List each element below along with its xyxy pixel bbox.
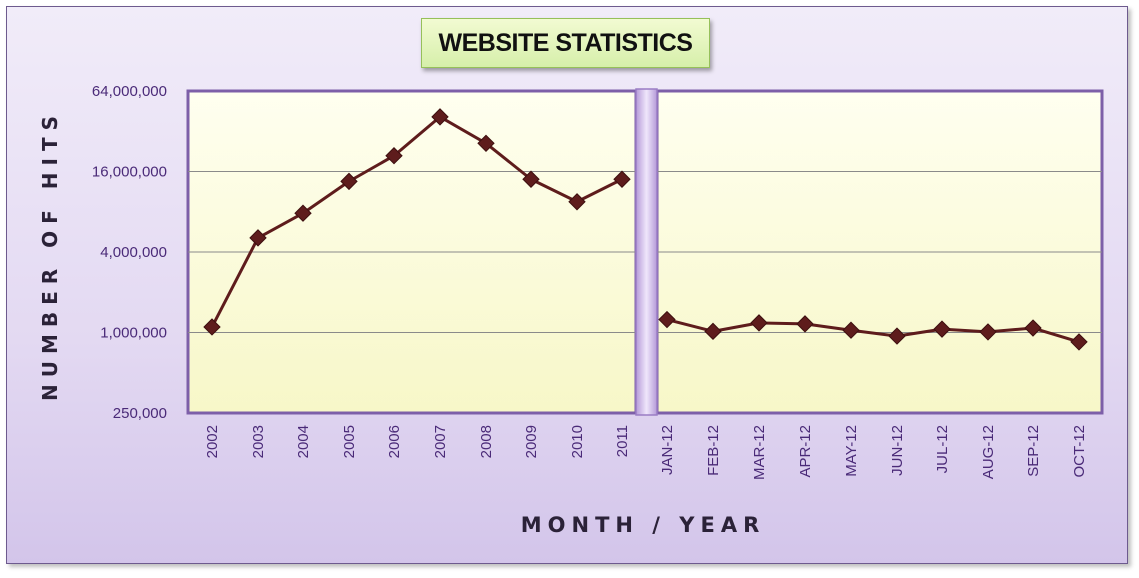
x-tick-label: 2004	[295, 425, 312, 458]
x-tick-label: AUG-12	[980, 425, 997, 479]
x-tick-label: OCT-12	[1071, 425, 1088, 478]
x-axis-title: MONTH / YEAR	[521, 513, 766, 537]
x-tick-label: 2008	[478, 425, 495, 458]
chart-title: WEBSITE STATISTICS	[438, 28, 693, 57]
data-point	[477, 134, 495, 153]
y-tick-label: 1,000,000	[100, 325, 167, 342]
data-point	[658, 310, 676, 329]
y-axis-title: NUMBER OF HITS	[38, 109, 62, 401]
x-tick-label: FEB-12	[705, 425, 722, 476]
data-point	[888, 327, 906, 345]
data-point	[568, 193, 586, 211]
chart-title-box: WEBSITE STATISTICS	[421, 18, 710, 68]
x-tick-label: 2010	[569, 425, 586, 458]
x-tick-label: JUL-12	[934, 425, 951, 473]
data-point	[750, 314, 768, 332]
x-tick-label: 2002	[204, 425, 221, 458]
x-tick-label: MAY-12	[843, 425, 860, 477]
data-point	[1070, 333, 1088, 351]
data-point	[796, 315, 814, 333]
data-point	[933, 320, 951, 338]
data-point	[203, 318, 221, 336]
data-point	[294, 204, 312, 222]
y-tick-label: 4,000,000	[100, 244, 167, 261]
x-tick-label: 2011	[614, 425, 631, 457]
data-point	[842, 321, 860, 339]
x-tick-label: 2003	[250, 425, 267, 458]
data-point	[1024, 319, 1042, 337]
data-point	[249, 229, 267, 247]
x-tick-label: 2009	[523, 425, 540, 458]
data-point	[704, 322, 722, 341]
data-point	[385, 147, 403, 165]
x-tick-label: JUN-12	[889, 425, 906, 476]
data-point	[522, 170, 540, 188]
data-point	[979, 323, 997, 341]
x-tick-label: 2006	[386, 425, 403, 458]
data-point	[431, 108, 449, 126]
x-tick-label: SEP-12	[1025, 425, 1042, 477]
x-tick-label: 2007	[432, 425, 449, 458]
data-point	[340, 172, 358, 191]
y-tick-label: 250,000	[113, 405, 167, 422]
series-line-panel-1	[210, 115, 623, 328]
series-line-panel-2	[666, 318, 1080, 344]
panel-divider	[635, 88, 658, 416]
x-tick-label: JAN-12	[659, 425, 676, 475]
x-tick-label: 2005	[341, 425, 358, 458]
y-tick-label: 16,000,000	[92, 164, 167, 181]
x-tick-label: APR-12	[797, 425, 814, 478]
y-tick-label: 64,000,000	[92, 83, 167, 100]
data-point	[613, 170, 631, 188]
x-tick-label: MAR-12	[751, 425, 768, 480]
